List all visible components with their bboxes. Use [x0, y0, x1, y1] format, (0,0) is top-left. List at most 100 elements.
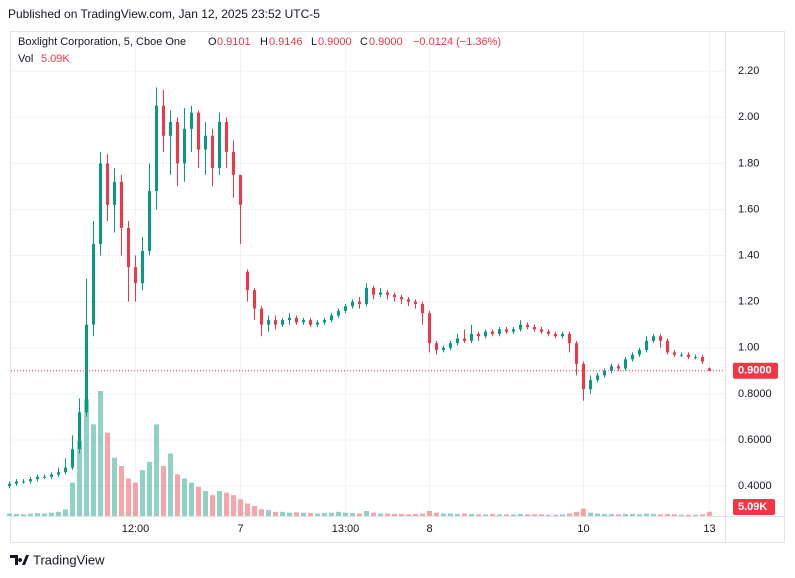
candle-body — [421, 303, 424, 314]
volume-bar — [49, 512, 54, 516]
volume-bar — [336, 511, 341, 516]
candle-body — [687, 354, 690, 357]
candle-body — [190, 112, 193, 129]
candle-body — [624, 359, 627, 369]
volume-bar — [182, 478, 187, 516]
volume-bar — [539, 514, 544, 516]
volume-bar — [112, 457, 117, 516]
candle-body — [148, 191, 151, 251]
candle-body — [78, 412, 81, 450]
volume-bar — [280, 511, 285, 516]
volume-bar — [84, 399, 89, 516]
candle-body — [176, 121, 179, 164]
volume-bar — [560, 514, 565, 516]
volume-bar — [266, 510, 271, 516]
candle-body — [288, 317, 291, 321]
volume-bar — [91, 424, 96, 516]
candle-body — [610, 366, 613, 371]
y-tick-label: 2.00 — [738, 111, 759, 123]
volume-bar — [651, 513, 656, 516]
candle-body — [274, 320, 277, 325]
candle-body — [99, 163, 102, 245]
volume-bar — [70, 482, 75, 516]
candle-body — [533, 327, 536, 330]
volume-bar — [420, 513, 425, 516]
volume-bar — [273, 511, 278, 516]
vol-value: 5.09K — [41, 53, 70, 65]
candle-body — [36, 476, 39, 480]
volume-bar — [581, 508, 586, 516]
candle-body — [253, 290, 256, 309]
volume-tag-label: 5.09K — [738, 501, 767, 513]
candle-body — [309, 320, 312, 325]
volume-bar — [364, 511, 369, 516]
volume-bar — [483, 514, 488, 516]
volume-bar — [707, 511, 712, 516]
plot — [7, 87, 725, 516]
candle-body — [71, 449, 74, 468]
volume-bar — [665, 513, 670, 516]
x-tick-label: 13 — [703, 523, 715, 535]
candle-body — [218, 121, 221, 168]
candle-body — [561, 333, 564, 337]
candle-body — [85, 324, 88, 413]
y-tick-label: 1.60 — [738, 203, 759, 215]
candle-body — [463, 338, 466, 341]
candle-body — [589, 380, 592, 390]
volume-bar — [161, 466, 166, 516]
candle-body — [169, 121, 172, 136]
volume-bar — [546, 514, 551, 516]
frame — [10, 31, 785, 543]
volume-bar — [189, 482, 194, 516]
candle-body — [232, 151, 235, 175]
volume-bar — [35, 513, 40, 516]
candle-body — [435, 343, 438, 351]
y-tick-label: 0.4000 — [738, 480, 772, 492]
volume-bar — [329, 512, 334, 516]
y-tick-label: 2.20 — [738, 65, 759, 77]
candle-body — [365, 287, 368, 304]
published: Published on TradingView.com, Jan 12, 20… — [8, 7, 320, 21]
candle-body — [638, 350, 641, 355]
candle-body — [344, 306, 347, 311]
candle-body — [386, 292, 389, 295]
volume-bar — [196, 486, 201, 516]
candle-body — [659, 336, 662, 341]
candle-body — [414, 301, 417, 304]
volume-bar — [441, 513, 446, 516]
candle-body — [92, 244, 95, 325]
candle-body — [575, 343, 578, 364]
volume-bar — [658, 514, 663, 516]
y-tick-label: 1.20 — [738, 296, 759, 308]
candle-body — [407, 299, 410, 302]
candle-body — [323, 320, 326, 323]
volume-bar — [672, 514, 677, 516]
candle-body — [183, 128, 186, 164]
volume-bar — [434, 512, 439, 516]
candle-body — [519, 324, 522, 330]
volume-bar — [322, 513, 327, 516]
candle-body — [330, 315, 333, 321]
volume-bar — [168, 453, 173, 516]
x-tick-label: 8 — [426, 523, 432, 535]
volume-bar — [455, 513, 460, 516]
candle-body — [498, 329, 501, 334]
volume-tag — [733, 499, 775, 515]
y-tick-label: 0.6000 — [738, 434, 772, 446]
candle-body — [295, 317, 298, 323]
volume-bar — [315, 513, 320, 516]
volume-bar — [567, 513, 572, 516]
volume-bar — [700, 514, 705, 516]
candle-body — [211, 135, 214, 168]
candle-body — [708, 368, 711, 371]
candle-body — [64, 467, 67, 473]
candle-body — [127, 227, 130, 268]
volume-bar — [224, 492, 229, 516]
volume-bar — [609, 513, 614, 516]
volume-bar — [518, 513, 523, 516]
volume-bar — [28, 513, 33, 516]
grid — [11, 32, 725, 516]
volume-bar — [21, 514, 26, 516]
